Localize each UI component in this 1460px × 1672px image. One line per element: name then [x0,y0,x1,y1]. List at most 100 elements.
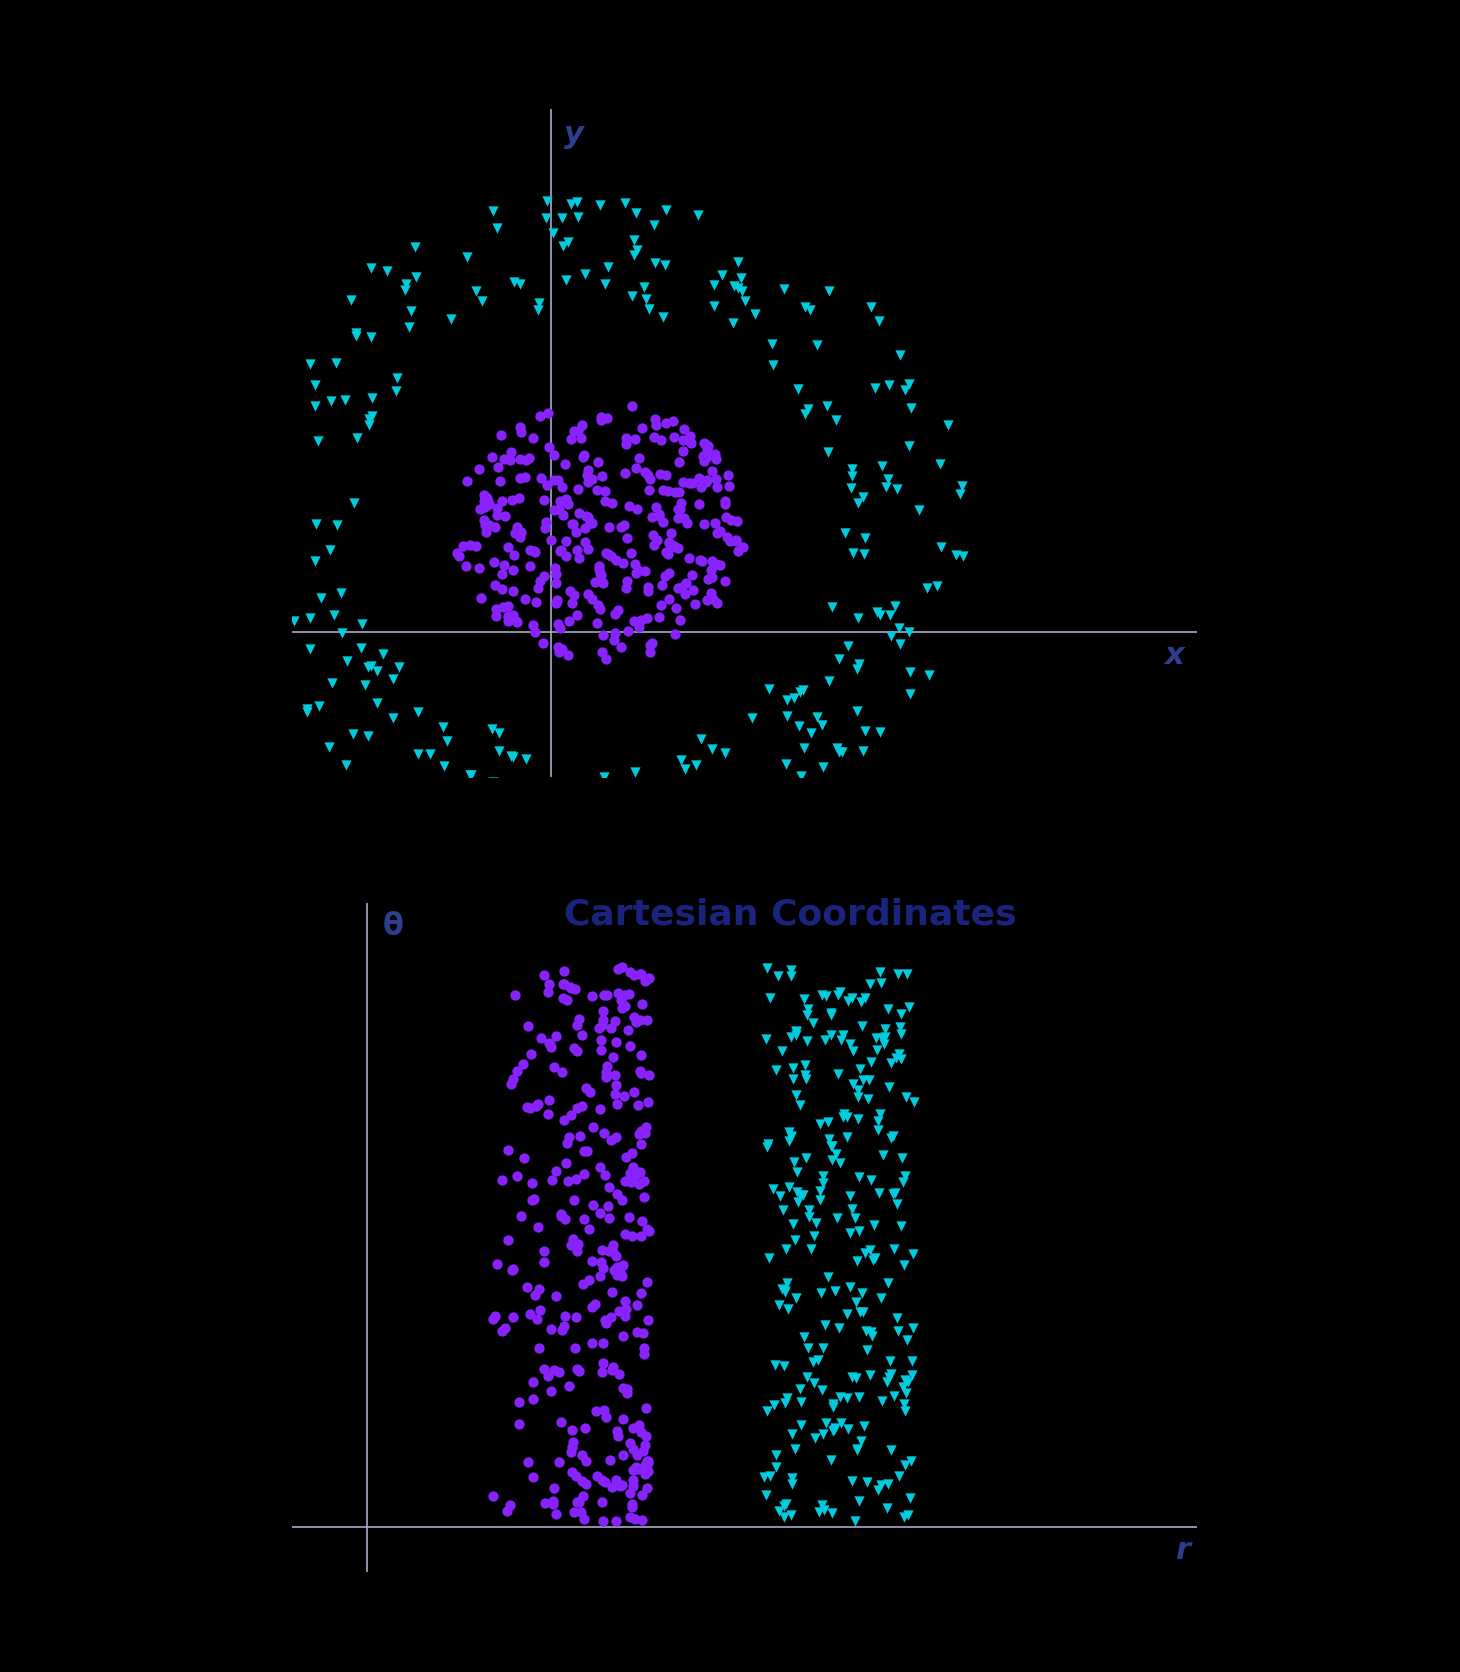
Point [663,478,686,505]
Point [644,406,667,433]
Point [496,592,520,619]
Point [359,652,383,679]
Point [553,1150,577,1177]
Point [612,1406,635,1433]
Point [546,587,569,614]
Point [472,487,495,513]
Point [482,767,505,794]
Point [550,1318,574,1344]
Point [794,1065,818,1092]
Point [894,1083,917,1110]
Point [620,1140,644,1167]
Point [597,1237,620,1264]
Point [847,1383,870,1409]
Point [888,630,911,657]
Point [784,1018,807,1045]
Point [343,490,366,517]
Point [496,1227,520,1254]
Point [473,818,496,844]
Point [406,699,429,726]
Point [727,276,750,303]
Point [594,271,618,298]
Point [591,1349,615,1376]
Point [539,1030,562,1057]
Point [607,1423,631,1450]
Point [600,1304,623,1331]
Point [688,465,711,492]
Point [489,468,512,495]
Point [756,675,780,702]
Point [583,568,606,595]
Point [530,1025,553,1052]
Point [785,1159,809,1185]
Point [901,1241,924,1267]
Point [629,961,653,988]
Point [780,1501,803,1528]
Point [635,1475,658,1501]
Point [477,512,501,538]
Point [806,331,829,358]
Point [650,592,673,619]
Point [566,477,590,503]
Point [620,283,644,309]
Point [267,391,291,418]
Point [460,762,483,789]
Point [571,1441,594,1468]
Point [435,727,458,754]
Point [517,445,540,472]
Point [879,602,902,629]
Point [591,1329,615,1356]
Point [777,1119,800,1145]
Point [876,465,899,492]
Point [714,568,737,595]
Point [282,607,305,634]
Point [899,659,923,686]
Point [889,1020,912,1047]
Point [635,1007,658,1033]
Point [540,1316,564,1343]
Point [712,739,736,766]
Point [888,614,911,640]
Point [548,1448,571,1475]
Point [510,418,533,445]
Point [686,202,710,229]
Point [559,975,583,1002]
Point [569,425,593,451]
Point [518,1095,542,1122]
Point [393,278,416,304]
Point [879,1125,902,1152]
Point [260,592,283,619]
Point [654,196,677,222]
Point [464,533,488,560]
Point [672,438,695,465]
Point [788,1376,812,1403]
Point [387,654,410,681]
Point [873,1017,896,1043]
Point [894,1366,917,1393]
Point [531,774,555,801]
Point [635,605,658,632]
Point [602,1043,625,1070]
Point [783,1436,806,1463]
Point [501,602,524,629]
Point [841,540,864,567]
Point [872,1142,895,1169]
Point [632,273,656,299]
Point [618,1204,641,1231]
Point [845,697,869,724]
Point [572,1505,596,1532]
Point [799,298,822,324]
Point [839,475,863,502]
Point [720,507,743,533]
Point [880,1180,904,1207]
Point [604,1259,628,1286]
Point [669,794,692,821]
Point [564,975,587,1002]
Point [772,1493,796,1520]
Point [867,1107,891,1134]
Point [768,1498,791,1525]
Point [350,610,374,637]
Point [594,1058,618,1085]
Point [555,986,578,1013]
Point [867,1117,891,1144]
